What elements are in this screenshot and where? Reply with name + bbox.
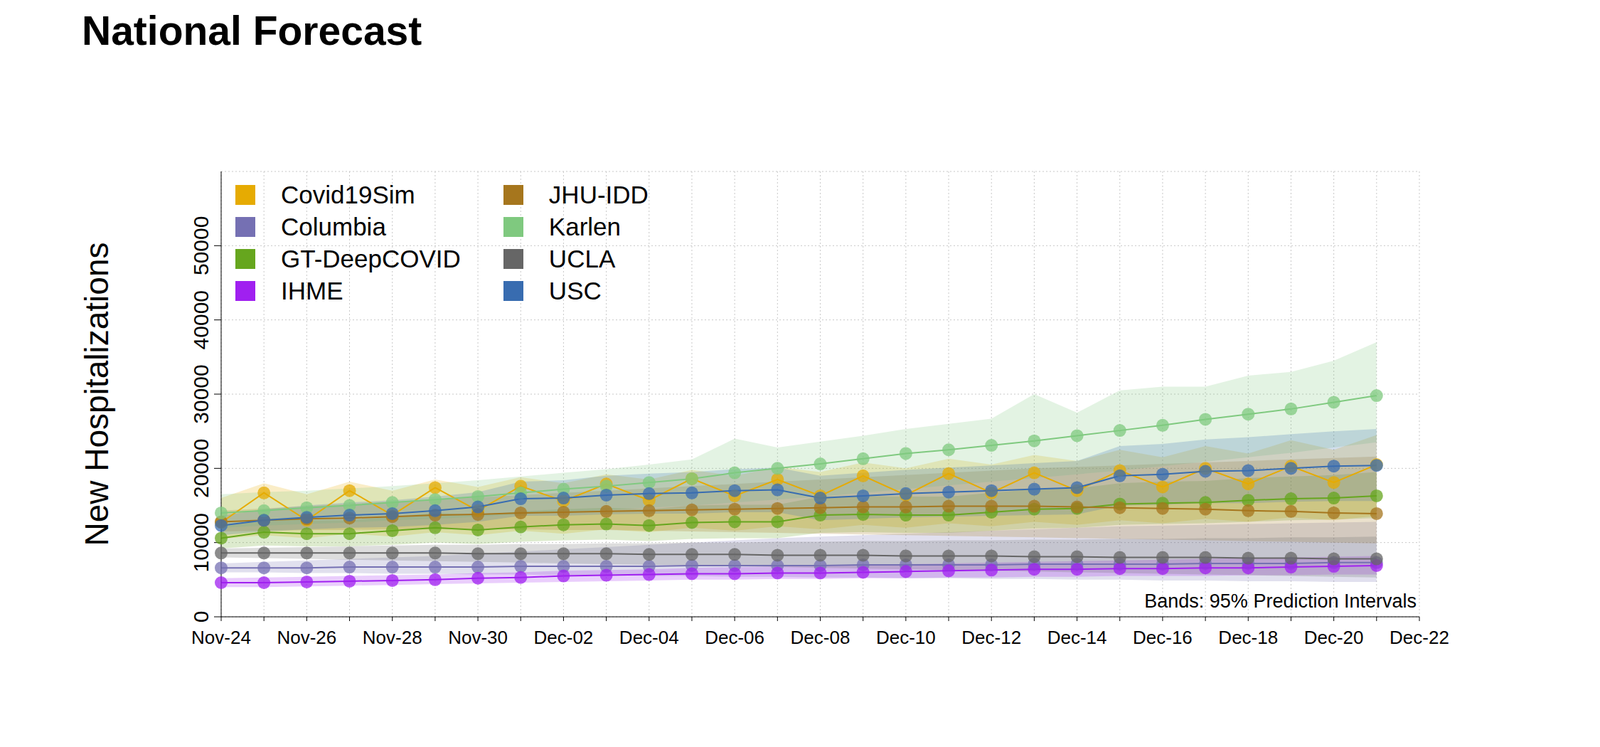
html-text:JHU-IDD: JHU-IDD [548, 180, 649, 208]
html-text:National Forecast: National Forecast [81, 7, 422, 54]
svg-text:50000: 50000 [189, 216, 213, 276]
svg-text:Nov-24: Nov-24 [191, 626, 252, 648]
html-text:USC: USC [548, 276, 602, 304]
svg-text:0: 0 [189, 610, 213, 623]
svg-text:Dec-22: Dec-22 [1389, 626, 1450, 648]
html-text:UCLA: UCLA [548, 244, 616, 272]
svg-text:Dec-20: Dec-20 [1304, 626, 1364, 648]
svg-text:40000: 40000 [189, 290, 213, 350]
html-text:Bands: 95% Prediction Interval: Bands: 95% Prediction Intervals [1144, 590, 1417, 612]
svg-text:Dec-12: Dec-12 [961, 626, 1022, 648]
svg-text:Nov-26: Nov-26 [276, 626, 337, 648]
svg-text:Dec-16: Dec-16 [1132, 626, 1193, 648]
svg-text:Dec-08: Dec-08 [790, 626, 851, 648]
html-text:Columbia: Columbia [280, 212, 387, 240]
html-text:IHME: IHME [280, 276, 344, 304]
svg-text:Dec-10: Dec-10 [876, 626, 936, 648]
svg-text:Dec-14: Dec-14 [1047, 626, 1108, 648]
html-text:GT-DeepCOVID: GT-DeepCOVID [280, 244, 461, 272]
svg-text:Dec-02: Dec-02 [534, 626, 594, 648]
html-text:New Hospitalizations: New Hospitalizations [78, 242, 116, 546]
svg-text:30000: 30000 [189, 364, 213, 424]
svg-text:10000: 10000 [189, 512, 213, 572]
svg-text:Dec-06: Dec-06 [704, 626, 765, 648]
html-text:Karlen: Karlen [548, 212, 621, 240]
svg-text:Nov-30: Nov-30 [448, 626, 508, 648]
svg-text:Dec-18: Dec-18 [1218, 626, 1278, 648]
html-text:Covid19Sim: Covid19Sim [280, 180, 416, 208]
svg-text:Dec-04: Dec-04 [619, 626, 680, 648]
svg-text:20000: 20000 [189, 438, 213, 498]
svg-text:Nov-28: Nov-28 [362, 626, 423, 648]
